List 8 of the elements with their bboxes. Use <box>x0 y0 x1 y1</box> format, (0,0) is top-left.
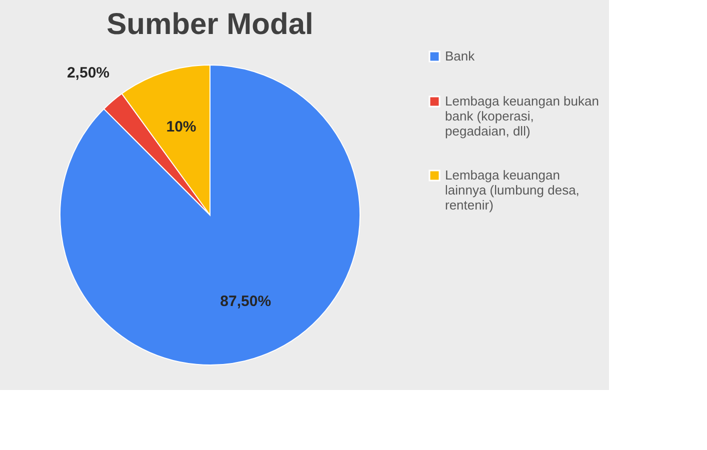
pie-slice <box>60 64 360 366</box>
data-label: 2,50% <box>66 64 110 82</box>
legend-label: Bank <box>445 48 476 64</box>
data-label: 10% <box>166 118 196 136</box>
legend-label: Lembaga keuangan lainnya (lumbung desa, rentenir) <box>445 168 580 212</box>
data-label: 87,50% <box>220 292 272 310</box>
legend-label: Lembaga keuangan bukan bank (koperasi, pegadaian, dll) <box>445 94 599 138</box>
chart-title: Sumber Modal <box>106 8 314 41</box>
